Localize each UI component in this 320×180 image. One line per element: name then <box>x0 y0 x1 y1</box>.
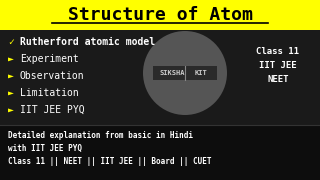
Text: Limitation: Limitation <box>20 88 79 98</box>
Text: Rutherford atomic model: Rutherford atomic model <box>20 37 155 47</box>
Text: ►: ► <box>8 54 14 64</box>
Text: Observation: Observation <box>20 71 84 81</box>
Text: Detailed explanation from basic in Hindi: Detailed explanation from basic in Hindi <box>8 130 193 140</box>
FancyBboxPatch shape <box>153 66 217 80</box>
Text: ►: ► <box>8 105 14 115</box>
Text: KIT: KIT <box>195 70 207 76</box>
Text: Experiment: Experiment <box>20 54 79 64</box>
Text: IIT JEE: IIT JEE <box>259 62 297 71</box>
Text: ✓: ✓ <box>8 37 14 47</box>
Text: ►: ► <box>8 88 14 98</box>
Text: IIT JEE PYQ: IIT JEE PYQ <box>20 105 84 115</box>
Text: NEET: NEET <box>267 75 289 84</box>
Text: ►: ► <box>8 71 14 81</box>
Text: SIKSHA: SIKSHA <box>159 70 185 76</box>
FancyBboxPatch shape <box>0 30 320 125</box>
Text: Class 11: Class 11 <box>257 48 300 57</box>
Text: with IIT JEE PYQ: with IIT JEE PYQ <box>8 143 82 152</box>
FancyBboxPatch shape <box>0 0 320 30</box>
FancyBboxPatch shape <box>0 125 320 180</box>
Text: Class 11 || NEET || IIT JEE || Board || CUET: Class 11 || NEET || IIT JEE || Board || … <box>8 156 212 165</box>
Circle shape <box>143 31 227 115</box>
Text: Structure of Atom: Structure of Atom <box>68 6 252 24</box>
